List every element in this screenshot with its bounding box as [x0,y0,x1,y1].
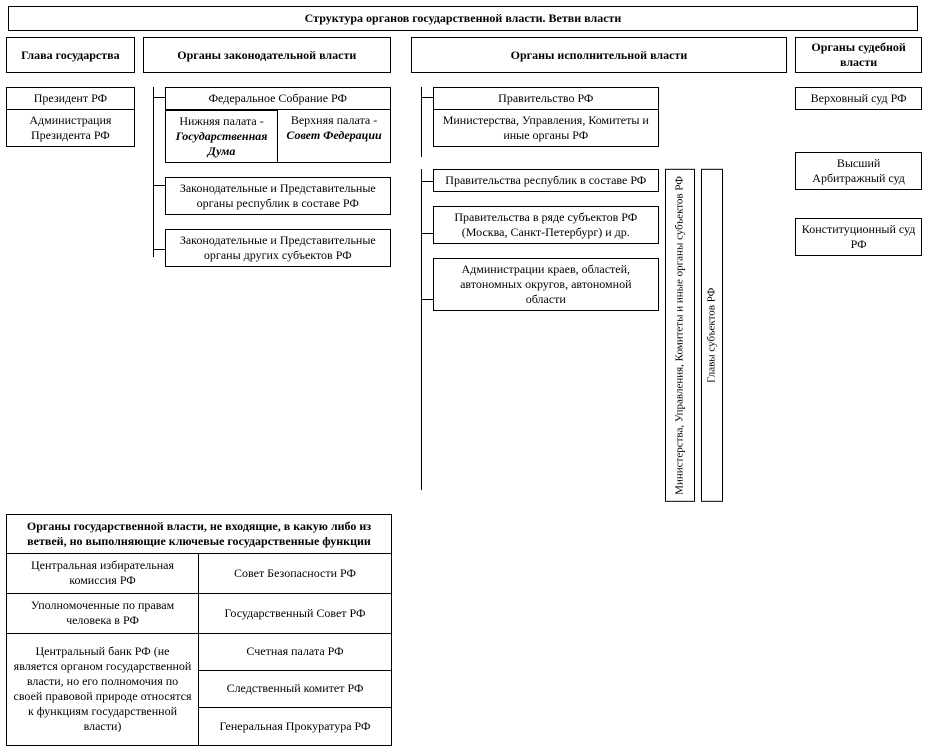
executive-subjects-wrap: Правительства республик в составе РФ Пра… [411,169,787,502]
judicial-constitutional: Конституционный суд РФ [795,218,922,256]
head-item-president: Президент РФ [6,87,135,110]
head-item-administration: Администрация Президента РФ [6,110,135,147]
legislative-tree: Федеральное Собрание РФ Нижняя палата - … [165,87,391,267]
columns-row: Глава государства Президент РФ Администр… [6,37,922,502]
legislative-header: Органы законодательной власти [143,37,391,73]
exec-fed-cities-gov: Правительства в ряде субъектов РФ (Москв… [433,206,659,244]
exec-government: Правительство РФ [433,87,659,110]
upper-chamber-name: Совет Федерации [286,128,381,142]
exec-regions-admin: Администрации краев, областей, автономны… [433,258,659,311]
diagram-title: Структура органов государственной власти… [8,6,918,31]
head-items: Президент РФ Администрация Президента РФ [6,87,135,147]
upper-chamber: Верхняя палата - Совет Федерации [278,110,391,163]
legislative-republics: Законодательные и Представительные орган… [165,177,391,215]
col-executive: Органы исполнительной власти Правительст… [411,37,787,502]
other-left-0: Центральная избирательная комиссия РФ [6,554,199,594]
other-organs-table: Центральная избирательная комиссия РФ Уп… [6,554,392,746]
upper-chamber-label: Верхняя палата - [291,113,377,127]
executive-tree-subjects: Правительства республик в составе РФ Пра… [433,169,659,502]
col-head-of-state: Глава государства Президент РФ Администр… [6,37,135,147]
other-organs-header: Органы государственной власти, не входящ… [6,514,392,554]
col-judicial: Органы судебной власти Верховный суд РФ … [795,37,922,256]
judicial-supreme: Верховный суд РФ [795,87,922,110]
other-right-1: Государственный Совет РФ [199,594,392,634]
executive-tree-top: Правительство РФ Министерства, Управлени… [433,87,659,147]
federal-assembly: Федеральное Собрание РФ [165,87,391,110]
other-organs-block: Органы государственной власти, не входящ… [6,514,392,746]
exec-republics-gov: Правительства республик в составе РФ [433,169,659,192]
other-left-1: Уполномоченные по правам человека в РФ [6,594,199,634]
lower-chamber-name: Государственная Дума [176,129,268,158]
executive-header: Органы исполнительной власти [411,37,787,73]
judicial-arbitration: Высший Арбитражный суд [795,152,922,190]
head-header: Глава государства [6,37,135,73]
judicial-header: Органы судебной власти [795,37,922,73]
legislative-other-subjects: Законодательные и Представительные орган… [165,229,391,267]
col-legislative: Органы законодательной власти Федерально… [143,37,391,267]
other-right-3: Следственный комитет РФ [199,671,392,708]
exec-vertical-ministries: Министерства, Управления, Комитеты и ины… [665,169,695,502]
exec-ministries: Министерства, Управления, Комитеты и ины… [433,110,659,147]
exec-vertical-heads: Главы субъектов РФ [701,169,723,502]
chambers-row: Нижняя палата - Государственная Дума Вер… [165,110,391,163]
other-right-0: Совет Безопасности РФ [199,554,392,594]
other-left-2: Центральный банк РФ (не является органом… [6,634,199,746]
lower-chamber-label: Нижняя палата - [179,114,263,128]
other-right-2: Счетная палата РФ [199,634,392,671]
other-right-4: Генеральная Прокуратура РФ [199,708,392,746]
lower-chamber: Нижняя палата - Государственная Дума [165,110,279,163]
